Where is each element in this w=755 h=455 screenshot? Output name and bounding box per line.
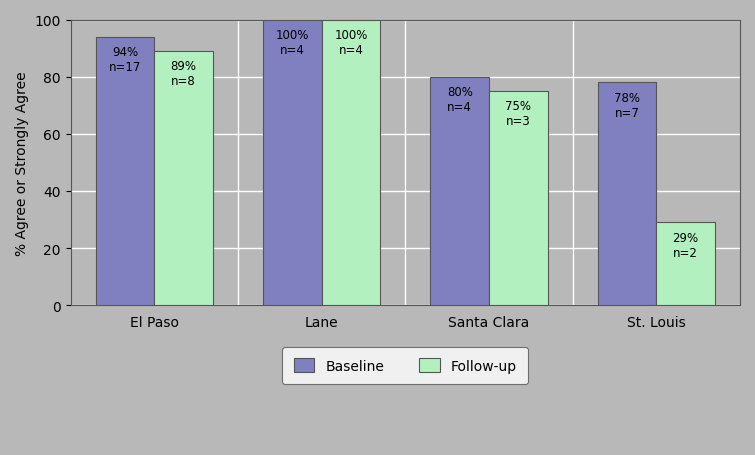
Bar	[263, 20, 322, 305]
Text: 100%
n=4: 100% n=4	[276, 29, 309, 57]
Y-axis label: % Agree or Strongly Agree: % Agree or Strongly Agree	[15, 71, 29, 255]
Bar	[489, 92, 547, 305]
Bar	[322, 20, 381, 305]
Bar	[656, 223, 715, 305]
Bar	[96, 38, 154, 305]
Text: 75%
n=3: 75% n=3	[505, 100, 532, 128]
Text: 78%
n=7: 78% n=7	[614, 92, 640, 120]
Bar	[154, 52, 213, 305]
Text: 80%
n=4: 80% n=4	[447, 86, 473, 114]
Text: 100%
n=4: 100% n=4	[334, 29, 368, 57]
Bar	[598, 83, 656, 305]
Text: 29%
n=2: 29% n=2	[673, 231, 698, 259]
Text: 89%
n=8: 89% n=8	[171, 61, 196, 88]
Legend: Baseline, Follow-up: Baseline, Follow-up	[282, 347, 528, 384]
Text: 94%
n=17: 94% n=17	[109, 46, 141, 74]
Bar	[430, 77, 489, 305]
